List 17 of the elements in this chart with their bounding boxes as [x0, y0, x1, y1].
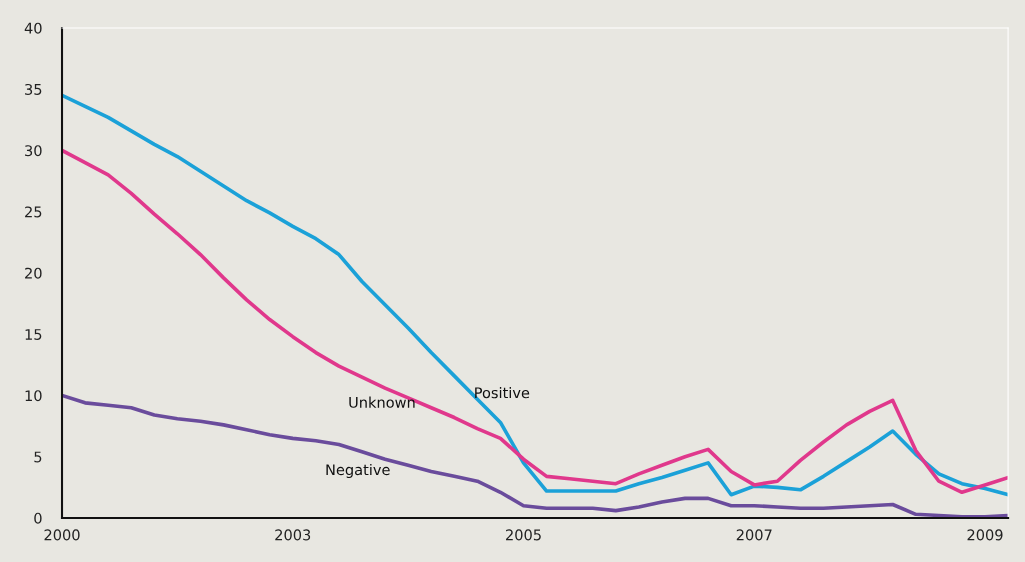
y-tick-label: 25: [25, 206, 42, 218]
y-tick-label: 0: [34, 512, 42, 524]
y-tick-label: 30: [25, 145, 42, 157]
series-label: Positive: [475, 386, 530, 399]
series-label: Negative: [326, 463, 390, 479]
x-tick-label: 2003: [275, 529, 311, 541]
series-label: Unknown: [349, 396, 415, 408]
y-tick-label: 5: [34, 451, 42, 463]
y-tick-label: 35: [25, 83, 42, 95]
x-tick-label: 2007: [736, 529, 772, 541]
y-tick-label: 10: [25, 390, 42, 402]
y-tick-label: 20: [25, 267, 42, 279]
y-tick-label: 15: [25, 329, 42, 340]
y-tick-label: 40: [24, 22, 42, 34]
x-tick-label: 2009: [967, 529, 1003, 541]
x-tick-label: 2005: [506, 529, 541, 541]
x-tick-label: 2000: [44, 529, 80, 541]
